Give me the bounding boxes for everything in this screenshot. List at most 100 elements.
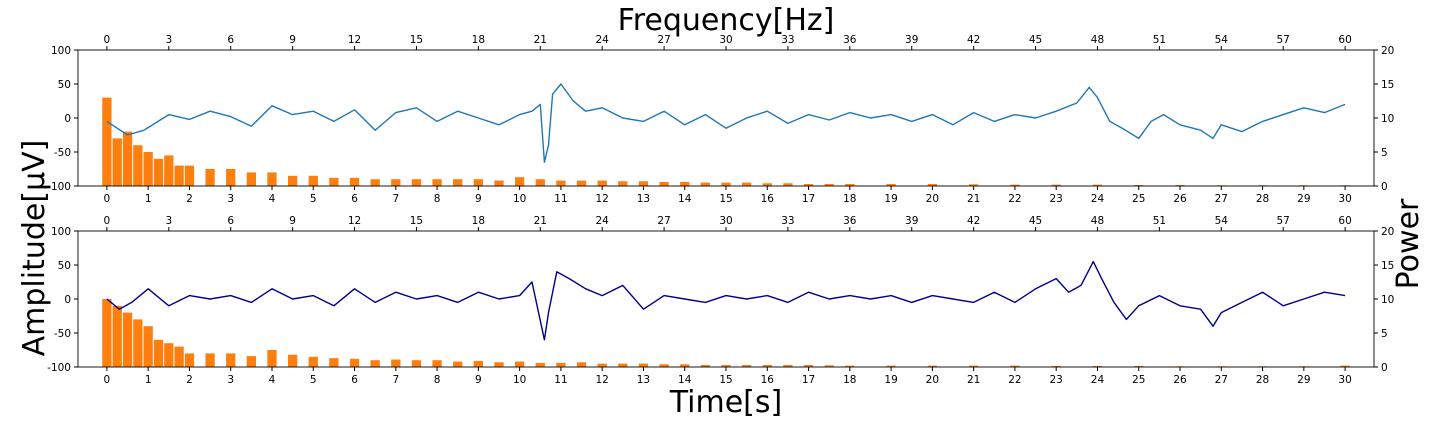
frequency-tick-label: 60 xyxy=(1338,215,1351,227)
time-tick-label: 6 xyxy=(351,374,358,386)
time-tick-label: 28 xyxy=(1256,374,1269,386)
time-tick-label: 11 xyxy=(554,193,567,205)
frequency-tick-label: 33 xyxy=(781,215,794,227)
power-bar xyxy=(143,326,153,367)
time-tick-label: 16 xyxy=(761,374,775,386)
power-bar xyxy=(370,179,380,186)
power-bar xyxy=(556,180,566,186)
power-bar xyxy=(535,362,545,367)
power-bar xyxy=(514,361,525,367)
power-bar xyxy=(783,183,793,186)
frequency-tick-label: 48 xyxy=(1091,215,1104,227)
power-bar xyxy=(803,364,814,367)
time-tick-label: 3 xyxy=(227,193,234,205)
frequency-tick-label: 12 xyxy=(348,215,361,227)
power-bar xyxy=(133,145,143,186)
amplitude-tick-label: -100 xyxy=(47,181,71,193)
time-tick-label: 9 xyxy=(475,193,482,205)
frequency-tick-label: 24 xyxy=(595,34,609,46)
frequency-tick-label: 57 xyxy=(1277,215,1290,227)
power-bar xyxy=(576,180,587,186)
power-bar xyxy=(411,179,422,186)
time-tick-label: 8 xyxy=(434,374,441,386)
time-tick-label: 0 xyxy=(104,374,111,386)
power-bar xyxy=(102,299,112,367)
time-tick-label: 2 xyxy=(186,193,193,205)
time-axis-label: Time[s] xyxy=(669,385,782,420)
power-bar xyxy=(845,365,855,367)
frequency-tick-label: 9 xyxy=(289,215,296,227)
time-tick-label: 23 xyxy=(1050,193,1063,205)
power-tick-label: 20 xyxy=(1381,45,1394,57)
power-bar xyxy=(762,364,772,367)
power-bar xyxy=(205,169,215,186)
frequency-tick-label: 33 xyxy=(781,34,794,46)
frequency-tick-label: 18 xyxy=(472,34,485,46)
power-axis-label: Power xyxy=(1391,198,1426,289)
power-bar xyxy=(1092,365,1103,367)
time-tick-label: 27 xyxy=(1215,374,1228,386)
power-bar xyxy=(1134,184,1144,186)
time-tick-label: 4 xyxy=(269,374,276,386)
time-tick-label: 11 xyxy=(554,374,567,386)
power-bar xyxy=(267,350,277,367)
frequency-tick-label: 39 xyxy=(905,215,918,227)
power-bar xyxy=(143,152,153,186)
power-bar xyxy=(174,165,184,186)
time-tick-label: 7 xyxy=(392,374,399,386)
time-tick-label: 22 xyxy=(1008,193,1021,205)
time-tick-label: 20 xyxy=(926,193,939,205)
power-bar xyxy=(349,358,360,367)
power-bar xyxy=(329,177,339,186)
time-tick-label: 12 xyxy=(595,374,608,386)
power-bar xyxy=(680,181,690,186)
amplitude-tick-label: 100 xyxy=(51,226,71,238)
time-tick-label: 20 xyxy=(926,374,939,386)
time-tick-label: 2 xyxy=(186,374,193,386)
power-bar xyxy=(886,183,896,186)
power-bar xyxy=(226,169,236,186)
time-tick-label: 19 xyxy=(884,193,897,205)
time-tick-label: 5 xyxy=(310,193,317,205)
power-bar xyxy=(969,365,979,367)
time-tick-label: 4 xyxy=(269,193,276,205)
power-bar xyxy=(845,183,855,186)
power-bar xyxy=(494,362,504,367)
power-bar xyxy=(886,365,896,367)
frequency-tick-label: 21 xyxy=(534,215,547,227)
power-bar xyxy=(597,363,607,367)
power-bar xyxy=(618,363,628,367)
frequency-tick-label: 24 xyxy=(595,215,609,227)
power-bar xyxy=(453,361,463,367)
frequency-axis-label: Frequency[Hz] xyxy=(618,3,835,38)
frequency-tick-label: 36 xyxy=(843,215,857,227)
time-tick-label: 30 xyxy=(1338,374,1351,386)
frequency-tick-label: 21 xyxy=(534,34,547,46)
frequency-tick-label: 39 xyxy=(905,34,918,46)
power-bar xyxy=(184,165,195,186)
power-bar xyxy=(164,343,174,367)
power-bar xyxy=(205,353,215,367)
power-tick-label: 10 xyxy=(1381,294,1394,306)
amplitude-tick-label: -100 xyxy=(47,362,71,374)
time-tick-label: 26 xyxy=(1173,193,1187,205)
time-tick-label: 18 xyxy=(843,193,856,205)
power-bar xyxy=(762,183,772,186)
power-bar xyxy=(659,181,669,186)
time-tick-label: 19 xyxy=(884,374,897,386)
power-bar xyxy=(927,365,938,367)
time-tick-label: 25 xyxy=(1132,193,1145,205)
power-bar xyxy=(391,179,401,186)
amplitude-tick-label: 50 xyxy=(58,260,71,272)
power-bar xyxy=(638,363,649,367)
time-tick-label: 8 xyxy=(434,193,441,205)
power-tick-label: 0 xyxy=(1381,362,1388,374)
time-tick-label: 5 xyxy=(310,374,317,386)
power-bar xyxy=(174,346,184,367)
frequency-tick-label: 3 xyxy=(165,215,172,227)
power-bar xyxy=(741,364,752,367)
power-bar xyxy=(329,358,339,367)
power-bar xyxy=(473,179,483,186)
power-bar xyxy=(803,183,814,186)
axes-frame xyxy=(77,230,1375,368)
